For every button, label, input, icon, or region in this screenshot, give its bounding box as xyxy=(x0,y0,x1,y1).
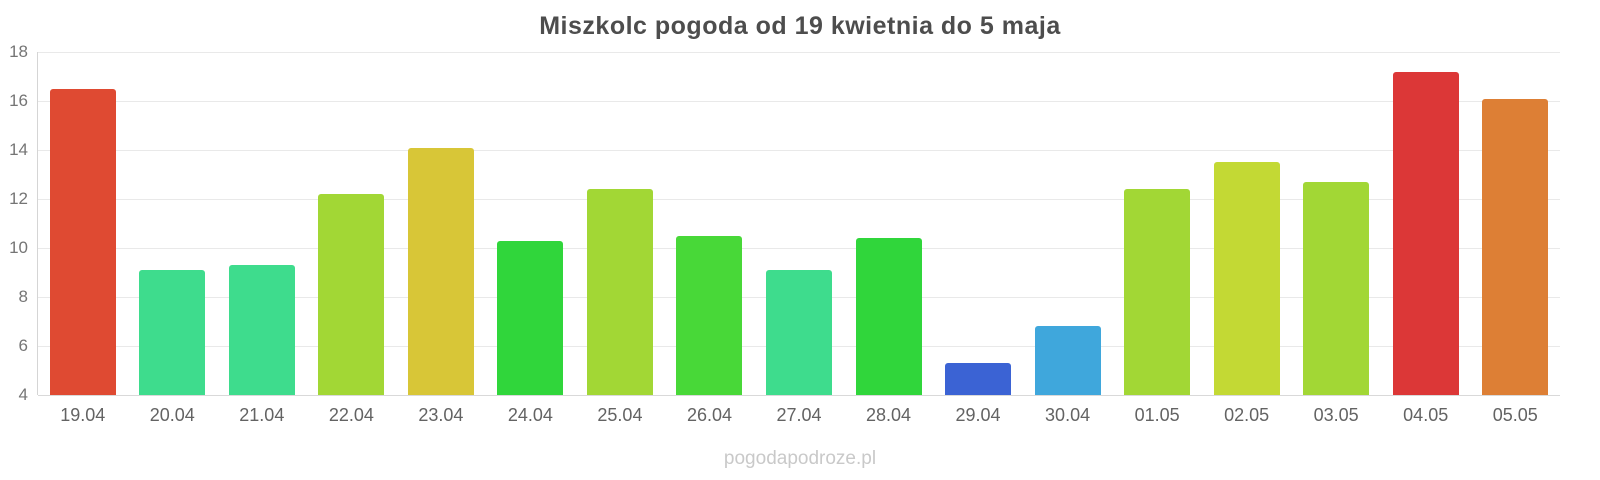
x-axis-tick-label: 23.04 xyxy=(418,405,464,425)
gridline-y-18 xyxy=(38,51,1560,53)
gridline-y-14 xyxy=(38,149,1560,151)
x-axis-tick-label: 27.04 xyxy=(776,405,822,425)
bar-23.04 xyxy=(407,147,474,395)
x-axis-tick-label: 21.04 xyxy=(239,405,285,425)
bar-27.04 xyxy=(766,270,832,395)
bar-03.05 xyxy=(1303,181,1370,395)
bar-24.04 xyxy=(497,240,564,395)
gridline-y-12 xyxy=(38,198,1560,200)
gridline-y-4 xyxy=(38,394,1560,396)
y-axis-tick-label: 6 xyxy=(18,336,28,355)
y-axis-tick-label: 18 xyxy=(9,42,28,61)
x-axis-tick-label: 22.04 xyxy=(328,405,374,425)
bar-02.05 xyxy=(1213,162,1280,395)
plot-area: 4 6 8 10 12 14 16 18 19.04 20.04 21.04 22.04 23.04 24… xyxy=(9,42,1560,425)
x-axis-tick-label: 02.05 xyxy=(1224,405,1270,425)
gridline-y-10 xyxy=(38,247,1560,249)
x-axis-tick-label: 03.05 xyxy=(1313,405,1359,425)
gridline-y-16 xyxy=(38,100,1560,102)
x-axis-tick-label: 19.04 xyxy=(60,405,106,425)
y-axis-tick-label: 8 xyxy=(18,287,28,306)
x-axis-tick-label: 05.05 xyxy=(1492,405,1538,425)
x-axis-tick-label: 20.04 xyxy=(149,405,195,425)
y-axis-tick-label: 4 xyxy=(18,385,28,404)
bar-29.04 xyxy=(945,363,1012,395)
x-axis-tick-label: 28.04 xyxy=(865,405,912,425)
bar-01.05 xyxy=(1124,189,1191,395)
chart-title: Miszkolc pogoda od 19 kwietnia do 5 maja xyxy=(539,12,1061,40)
bar-20.04 xyxy=(139,270,206,395)
bar-04.05 xyxy=(1392,71,1459,395)
bar-22.04 xyxy=(318,194,385,395)
y-axis-tick-label: 12 xyxy=(9,189,28,208)
x-axis-tick-label: 26.04 xyxy=(686,405,732,425)
x-axis-tick-label: 01.05 xyxy=(1134,405,1180,425)
y-axis-tick-label: 14 xyxy=(9,140,28,159)
bar-21.04 xyxy=(228,265,295,395)
x-axis-tick-label: 29.04 xyxy=(955,405,1001,425)
x-axis-tick-label: 04.05 xyxy=(1403,405,1449,425)
x-axis-tick-label: 25.04 xyxy=(597,405,643,425)
x-axis-tick-label: 24.04 xyxy=(507,405,553,425)
y-axis-tick-label: 10 xyxy=(9,238,28,257)
bar-25.04 xyxy=(586,189,653,395)
bar-28.04 xyxy=(855,238,922,395)
y-axis-tick-label: 16 xyxy=(9,91,28,110)
bar-30.04 xyxy=(1034,326,1101,395)
watermark-pogodapodroze: pogodapodroze.pl xyxy=(723,448,877,469)
bar-05.05 xyxy=(1482,98,1549,395)
bar-19.04 xyxy=(49,88,116,395)
x-axis-tick-label: 30.04 xyxy=(1045,405,1091,425)
y-axis-line xyxy=(37,52,38,395)
bar-26.04 xyxy=(676,235,743,395)
